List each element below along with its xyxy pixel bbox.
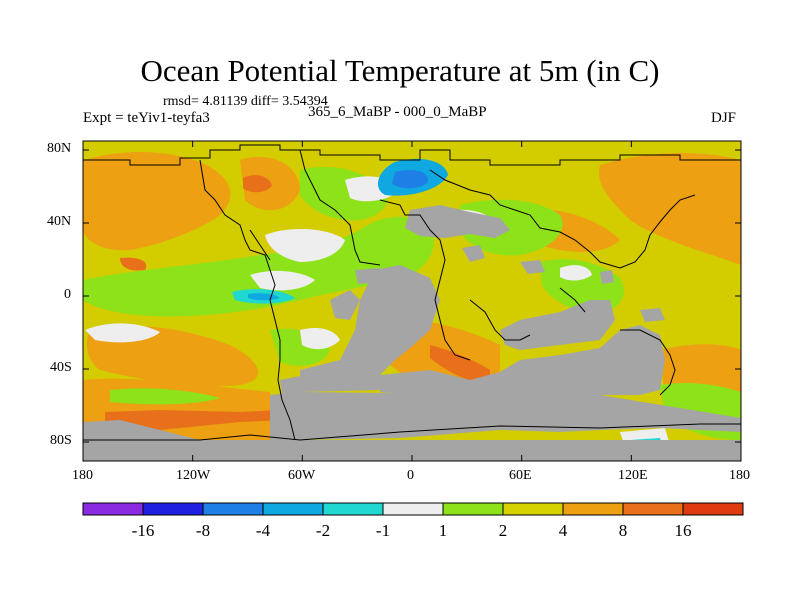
map-field — [83, 141, 741, 461]
colorbar-label: 2 — [499, 521, 508, 540]
colorbar-swatch — [562, 502, 624, 516]
colorbar-swatch — [502, 502, 564, 516]
coastline-outline — [83, 144, 741, 441]
colorbar-swatch — [442, 502, 504, 516]
lon-tick-label: 60E — [509, 468, 532, 483]
lon-tick-label: 180 — [72, 468, 93, 483]
colorbar-label: -16 — [132, 521, 155, 540]
colorbar-swatch — [202, 502, 264, 516]
lon-tick-label: 120W — [176, 468, 211, 483]
colorbar-swatch — [682, 502, 744, 516]
axis-ticks — [82, 141, 742, 461]
colorbar-label: 4 — [559, 521, 568, 540]
lon-tick-label: 0 — [407, 468, 414, 483]
colorbar-label: -4 — [256, 521, 271, 540]
colorbar-swatch — [322, 502, 384, 516]
lon-tick-label: 120E — [618, 468, 648, 483]
colorbar-label: 16 — [675, 521, 692, 540]
colorbar-label: -8 — [196, 521, 210, 540]
stats-label: rmsd= 4.81139 diff= 3.54394 — [163, 94, 328, 109]
colorbar-swatch — [382, 502, 444, 516]
lat-tick-label: 80N — [47, 141, 72, 156]
lat-tick-label: 40S — [50, 360, 72, 375]
colorbar-label: -2 — [316, 521, 330, 540]
colorbar-swatch — [622, 502, 684, 516]
colorbar-label: 1 — [439, 521, 448, 540]
lat-tick-label: 40N — [47, 214, 72, 229]
lon-tick-label: 180 — [729, 468, 750, 483]
colorbar: -16 -8 -4 -2 -1 1 2 4 8 16 — [82, 502, 744, 540]
experiment-label: Expt = teYiv1-teyfa3 — [83, 110, 210, 126]
season-label: DJF — [711, 110, 737, 126]
colorbar-swatch — [142, 502, 204, 516]
colorbar-label: 8 — [619, 521, 628, 540]
lat-tick-label: 80S — [50, 433, 72, 448]
period-label: 365_6_MaBP - 000_0_MaBP — [308, 104, 487, 120]
cold-anomaly-regions — [232, 158, 662, 447]
figure-title: Ocean Potential Temperature at 5m (in C) — [140, 53, 660, 88]
lat-tick-label: 0 — [64, 287, 71, 302]
colorbar-swatch — [82, 502, 144, 516]
colorbar-label: -1 — [376, 521, 390, 540]
colorbar-swatch — [262, 502, 324, 516]
lon-tick-label: 60W — [288, 468, 316, 483]
